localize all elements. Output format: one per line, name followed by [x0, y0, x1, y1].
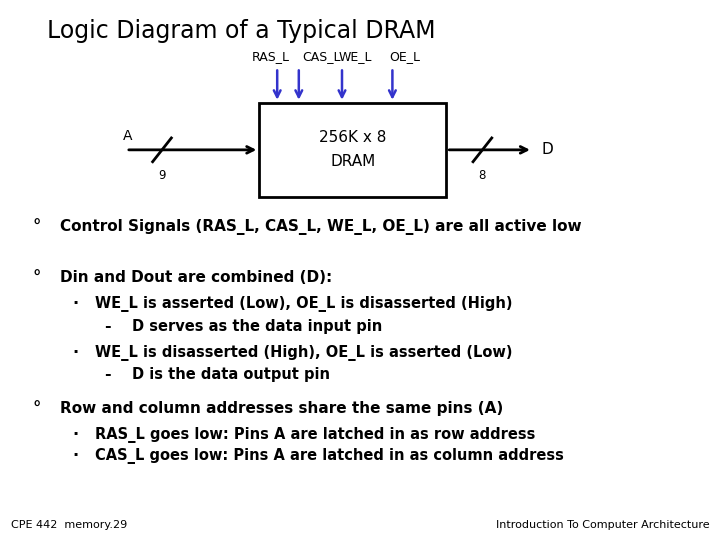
Text: DRAM: DRAM: [330, 154, 375, 169]
Text: °: °: [32, 219, 41, 237]
Text: RAS_L goes low: Pins A are latched in as row address: RAS_L goes low: Pins A are latched in as…: [95, 427, 536, 443]
Text: ·: ·: [72, 448, 78, 463]
Text: A: A: [122, 130, 132, 143]
Text: CAS_L: CAS_L: [302, 50, 341, 63]
Text: 256K x 8: 256K x 8: [319, 131, 387, 145]
Text: ·: ·: [72, 345, 78, 360]
Text: Logic Diagram of a Typical DRAM: Logic Diagram of a Typical DRAM: [47, 19, 436, 43]
Text: WE_L is asserted (Low), OE_L is disasserted (High): WE_L is asserted (Low), OE_L is disasser…: [95, 296, 513, 312]
Text: Din and Dout are combined (D):: Din and Dout are combined (D):: [60, 270, 332, 285]
Text: RAS_L: RAS_L: [252, 50, 290, 63]
Text: OE_L: OE_L: [389, 50, 420, 63]
Text: °: °: [32, 401, 41, 418]
Bar: [259, 103, 446, 197]
Text: ·: ·: [72, 296, 78, 311]
Text: Control Signals (RAS_L, CAS_L, WE_L, OE_L) are all active low: Control Signals (RAS_L, CAS_L, WE_L, OE_…: [60, 219, 581, 235]
Text: -: -: [104, 319, 111, 334]
Text: Introduction To Computer Architecture: Introduction To Computer Architecture: [495, 520, 709, 530]
Text: WE_L is disasserted (High), OE_L is asserted (Low): WE_L is disasserted (High), OE_L is asse…: [95, 345, 513, 361]
Text: CPE 442  memory.29: CPE 442 memory.29: [11, 520, 127, 530]
Text: D: D: [541, 143, 553, 157]
Text: 9: 9: [158, 168, 166, 182]
Text: CAS_L goes low: Pins A are latched in as column address: CAS_L goes low: Pins A are latched in as…: [95, 448, 564, 464]
Text: D is the data output pin: D is the data output pin: [132, 367, 330, 382]
Text: -: -: [104, 367, 111, 382]
Text: WE_L: WE_L: [338, 50, 372, 63]
Text: °: °: [32, 270, 41, 288]
Text: 8: 8: [479, 168, 486, 182]
Text: D serves as the data input pin: D serves as the data input pin: [132, 319, 382, 334]
Text: ·: ·: [72, 427, 78, 442]
Text: Row and column addresses share the same pins (A): Row and column addresses share the same …: [60, 401, 503, 416]
